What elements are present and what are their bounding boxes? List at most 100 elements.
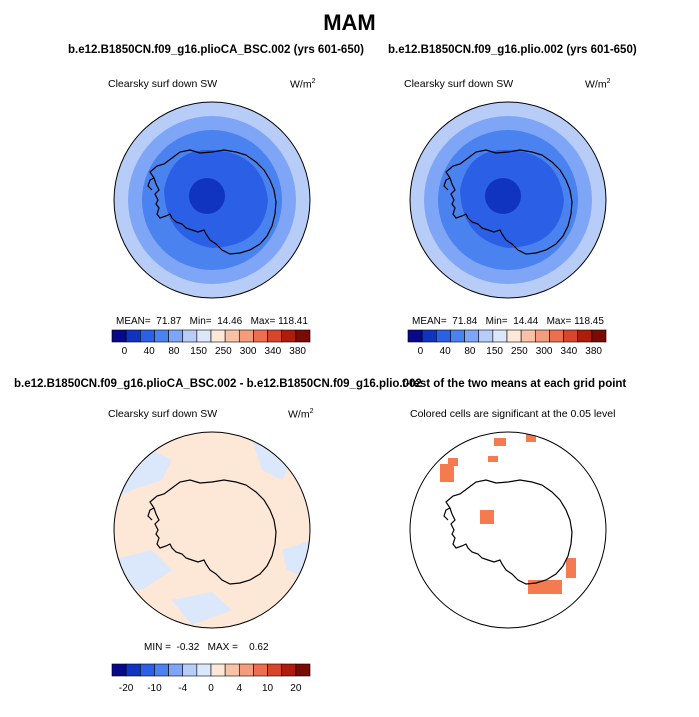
panel-1-stats: MEAN= 71.87 Min= 14.46 Max= 118.41	[116, 316, 308, 327]
colorbar-tick-label: 10	[262, 683, 274, 694]
colorbar-tick-label: 340	[264, 346, 282, 357]
colorbar-3	[111, 663, 311, 677]
colorbar-tick-label: 250	[511, 346, 528, 357]
panel-4-run-title: t-test of the two means at each grid poi…	[402, 378, 627, 390]
colorbar-swatch	[125, 329, 141, 343]
colorbar-swatch	[111, 663, 127, 677]
colorbar-swatch	[125, 663, 141, 677]
colorbar-swatch	[111, 329, 127, 343]
colorbar-swatch	[210, 329, 226, 343]
colorbar-swatch	[210, 663, 226, 677]
significant-cell	[480, 510, 494, 524]
colorbar-swatch	[295, 329, 311, 343]
colorbar-tick-label: 150	[486, 346, 503, 357]
panel-2-var-title: Clearsky surf down SW	[404, 78, 514, 90]
colorbar-swatch	[182, 329, 198, 343]
colorbar-tick-label: 0	[121, 346, 128, 357]
colorbar-tick-label: -20	[118, 683, 134, 694]
colorbar-tick-label: 4	[236, 683, 243, 694]
colorbar-1-labels: 0 40 80 150 250 300 340 380	[0, 346, 699, 360]
significant-cell	[566, 558, 576, 578]
field-center	[189, 178, 225, 214]
main-title: MAM	[323, 10, 376, 35]
colorbar-swatch	[435, 329, 451, 343]
map-background	[410, 432, 606, 628]
panel-1-var-title: Clearsky surf down SW	[108, 78, 218, 90]
colorbar-swatch	[154, 663, 169, 677]
colorbar-tick-label: -4	[178, 683, 188, 694]
colorbar-tick-label: 20	[290, 683, 302, 694]
significant-cell	[440, 464, 454, 482]
significant-cell	[448, 458, 458, 466]
significant-cell	[494, 438, 506, 446]
panel-1-units: W/m2	[290, 78, 316, 91]
colorbar-2-labels: 0 40 80 150 250 300 340 380	[0, 346, 699, 360]
panel-3-units: W/m2	[288, 408, 314, 421]
colorbar-swatch	[478, 329, 494, 343]
colorbar-swatch	[196, 329, 212, 343]
colorbar-swatch	[534, 329, 550, 343]
colorbar-swatch	[563, 329, 579, 343]
colorbar-swatch	[281, 329, 297, 343]
colorbar-swatch	[421, 329, 437, 343]
colorbar-swatch	[168, 329, 184, 343]
colorbar-swatch	[196, 663, 212, 677]
colorbar-swatch	[549, 329, 564, 343]
significant-cell	[488, 456, 498, 462]
panel-2-units: W/m2	[585, 78, 611, 91]
colorbar-swatch	[238, 663, 254, 677]
panel-4-map	[410, 432, 606, 628]
colorbar-swatch	[464, 329, 480, 343]
diff-negative-region	[252, 440, 292, 480]
map-border	[113, 431, 311, 629]
colorbar-tick-label: 80	[168, 346, 180, 357]
colorbar-swatch	[224, 329, 240, 343]
colorbar-swatch	[267, 663, 283, 677]
colorbar-tick-label: 380	[289, 346, 306, 357]
colorbar-swatch	[267, 329, 283, 343]
colorbar-swatch	[139, 663, 155, 677]
colorbar-swatch	[253, 329, 268, 343]
colorbar-tick-label: 80	[464, 346, 476, 357]
panel-1-run-title: b.e12.B1850CN.f09_g16.plioCA_BSC.002 (yr…	[68, 44, 364, 56]
colorbar-swatch	[281, 663, 297, 677]
colorbar-swatch	[506, 329, 522, 343]
diff-negative-region	[172, 592, 232, 625]
panel-3-run-title: b.e12.B1850CN.f09_g16.plioCA_BSC.002 - b…	[14, 378, 422, 390]
colorbar-swatch	[168, 663, 184, 677]
panel-1-map	[114, 102, 310, 298]
colorbar-3-labels: -20 -10 -4 0 4 10 20	[0, 683, 699, 697]
panel-2-stats: MEAN= 71.84 Min= 14.44 Max= 118.45	[412, 316, 604, 327]
colorbar-tick-label: 300	[239, 346, 257, 357]
colorbar-tick-label: 0	[208, 683, 214, 694]
panel-3-var-title: Clearsky surf down SW	[108, 408, 218, 420]
colorbar-1	[111, 329, 311, 343]
colorbar-tick-label: -10	[147, 683, 162, 694]
colorbar-tick-label: 300	[535, 346, 553, 357]
colorbar-swatch	[407, 329, 423, 343]
colorbar-tick-label: 340	[560, 346, 578, 357]
panel-2-map	[410, 102, 606, 298]
colorbar-swatch	[224, 663, 240, 677]
panel-3-stats: MIN = -0.32 MAX = 0.62	[144, 642, 269, 653]
significant-cell	[528, 580, 562, 594]
colorbar-tick-label: 250	[215, 346, 232, 357]
colorbar-tick-label: 40	[143, 346, 155, 357]
colorbar-swatch	[520, 329, 536, 343]
panel-2-run-title: b.e12.B1850CN.f09_g16.plio.002 (yrs 601-…	[388, 44, 637, 56]
colorbar-swatch	[295, 663, 311, 677]
colorbar-swatch	[154, 329, 169, 343]
colorbar-swatch	[238, 329, 254, 343]
significant-cell	[526, 434, 536, 442]
diff-positive-field	[114, 432, 310, 628]
map-border	[409, 101, 607, 299]
field-center	[485, 178, 521, 214]
colorbar-tick-label: 40	[439, 346, 451, 357]
colorbar-swatch	[591, 329, 607, 343]
colorbar-tick-label: 150	[190, 346, 207, 357]
colorbar-tick-label: 380	[585, 346, 602, 357]
colorbar-swatch	[139, 329, 155, 343]
colorbar-swatch	[182, 663, 198, 677]
colorbar-2	[407, 329, 607, 343]
